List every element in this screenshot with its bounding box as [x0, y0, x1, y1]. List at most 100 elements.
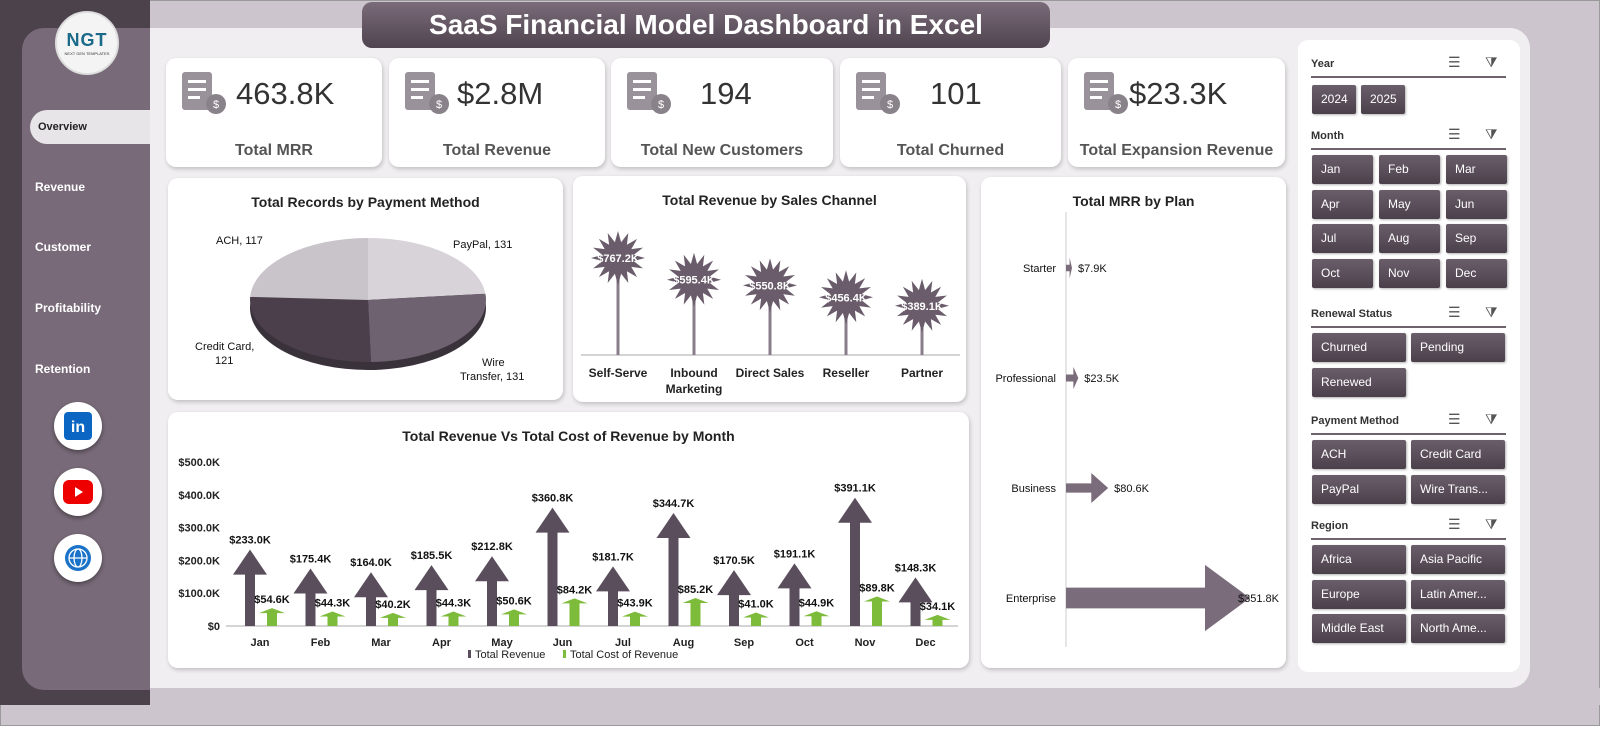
slicer-option[interactable]: Wire Trans...	[1411, 474, 1505, 504]
slicer-option[interactable]: Middle East	[1312, 614, 1406, 643]
revenue-data-label: $170.5K	[713, 555, 755, 567]
slicer-option[interactable]: Oct	[1312, 258, 1373, 288]
slicer-title: Renewal Status	[1311, 308, 1393, 320]
multi-select-icon[interactable]: ☰	[1448, 411, 1461, 427]
multi-select-icon[interactable]: ☰	[1448, 304, 1461, 320]
revenue-arrow-bar[interactable]	[414, 565, 449, 626]
cost-arrow-bar[interactable]	[319, 611, 346, 626]
channel-category-label: Reseller	[823, 366, 870, 380]
cost-arrow-bar[interactable]	[259, 608, 285, 626]
revenue-arrow-bar[interactable]	[656, 512, 691, 626]
plan-arrow-bar[interactable]	[1066, 473, 1109, 503]
channel-burst-mark[interactable]	[591, 231, 645, 285]
pie-slice[interactable]	[368, 293, 486, 362]
channel-burst-mark[interactable]	[895, 278, 949, 333]
slicer-title: Region	[1311, 520, 1349, 532]
clear-filter-icon[interactable]: ⧩	[1485, 516, 1498, 532]
slicer-option[interactable]: Apr	[1312, 189, 1373, 219]
revenue-arrow-bar[interactable]	[838, 497, 872, 626]
clear-filter-icon[interactable]: ⧩	[1485, 126, 1498, 142]
slicer-option[interactable]: PayPal	[1312, 474, 1406, 504]
plan-arrow-bar[interactable]	[1066, 257, 1072, 279]
revenue-cost-card: Total Revenue Vs Total Cost of Revenue b…	[168, 412, 969, 668]
slicer-option[interactable]: Jul	[1312, 224, 1373, 253]
cost-arrow-bar[interactable]	[803, 611, 830, 626]
channel-burst-mark[interactable]	[667, 252, 721, 307]
clear-filter-icon[interactable]: ⧩	[1485, 54, 1498, 70]
multi-select-icon[interactable]: ☰	[1448, 54, 1461, 70]
channel-burst-mark[interactable]	[819, 270, 873, 325]
plan-arrow-bar[interactable]	[1066, 366, 1079, 390]
kpi-card: $ $23.3K Total Expansion Revenue	[1068, 58, 1285, 167]
slicer-option[interactable]: May	[1379, 189, 1440, 219]
slicer-option[interactable]: Latin Amer...	[1411, 579, 1505, 609]
revenue-arrow-bar[interactable]	[535, 507, 570, 626]
slicer-option[interactable]: Nov	[1379, 258, 1440, 288]
slicer-option[interactable]: Pending	[1411, 333, 1505, 362]
logo: NGT NEXT GEN TEMPLATES	[55, 11, 119, 75]
revenue-arrow-bar[interactable]	[293, 568, 328, 626]
slicer-option[interactable]: Renewed	[1312, 367, 1406, 397]
kpi-label: Total New Customers	[640, 142, 804, 159]
cost-arrow-bar[interactable]	[501, 609, 527, 626]
cost-arrow-bar[interactable]	[864, 596, 890, 626]
slicer-option[interactable]: Credit Card	[1411, 440, 1505, 469]
nav-customer[interactable]: Customer	[35, 240, 92, 254]
slicer-title: Month	[1311, 130, 1344, 142]
channel-burst-mark[interactable]	[743, 258, 797, 313]
slicer-option[interactable]: 2024	[1312, 85, 1356, 114]
slicer-option[interactable]: Jan	[1312, 155, 1373, 184]
slicer-option[interactable]: Aug	[1379, 224, 1440, 253]
slicer-option[interactable]: Mar	[1446, 155, 1507, 184]
revenue-arrow-bar[interactable]	[717, 570, 751, 626]
revenue-arrow-bar[interactable]	[233, 549, 267, 626]
pie-slice[interactable]	[250, 238, 368, 300]
pie-slice[interactable]	[368, 238, 486, 300]
cost-arrow-bar[interactable]	[561, 598, 588, 626]
slicer-option[interactable]: Feb	[1379, 155, 1440, 184]
slicer-divider	[1311, 148, 1506, 150]
revenue-arrow-bar[interactable]	[898, 577, 933, 626]
slicer-option[interactable]: 2025	[1361, 85, 1405, 114]
website-button[interactable]	[54, 534, 102, 582]
slicer-option[interactable]: Asia Pacific	[1411, 545, 1505, 574]
slicer-option[interactable]: Europe	[1312, 579, 1406, 609]
channel-data-label: $595.4K	[673, 275, 715, 287]
cost-arrow-bar[interactable]	[743, 612, 769, 626]
cost-arrow-bar[interactable]	[924, 614, 951, 626]
revenue-arrow-bar[interactable]	[475, 556, 509, 626]
slicer-option[interactable]: Churned	[1312, 333, 1406, 362]
kpi-value: 463.8K	[236, 76, 335, 111]
nav-revenue[interactable]: Revenue	[35, 180, 86, 194]
clear-filter-icon[interactable]: ⧩	[1485, 304, 1498, 320]
slicer-option[interactable]: Jun	[1446, 189, 1507, 219]
multi-select-icon[interactable]: ☰	[1448, 516, 1461, 532]
youtube-button[interactable]	[54, 468, 102, 516]
clear-filter-icon[interactable]: ⧩	[1485, 411, 1498, 427]
revenue-arrow-bar[interactable]	[777, 563, 812, 626]
linkedin-button[interactable]: in	[54, 402, 102, 450]
slicer-option[interactable]: North Ame...	[1411, 614, 1505, 643]
nav-retention[interactable]: Retention	[35, 362, 91, 376]
multi-select-icon[interactable]: ☰	[1448, 126, 1461, 142]
nav-overview[interactable]: Overview	[30, 110, 150, 144]
revenue-arrow-bar[interactable]	[354, 572, 388, 626]
slicer-option[interactable]: Sep	[1446, 224, 1507, 253]
slicer-option[interactable]: Africa	[1312, 545, 1406, 574]
revenue-arrow-bar[interactable]	[596, 566, 630, 626]
revenue-data-label: $164.0K	[350, 557, 392, 569]
slicer-option[interactable]: Dec	[1446, 258, 1507, 288]
kpi-value: 101	[930, 76, 982, 111]
cost-arrow-bar[interactable]	[622, 611, 648, 626]
chart-title: Total MRR by Plan	[1072, 193, 1195, 209]
pie-slice[interactable]	[250, 296, 371, 362]
cost-data-label: $84.2K	[557, 584, 593, 596]
slicer-divider	[1311, 326, 1506, 328]
cost-arrow-bar[interactable]	[440, 611, 467, 626]
coins-growth-icon: $	[1078, 66, 1130, 118]
cost-arrow-bar[interactable]	[682, 598, 709, 626]
plan-arrow-bar[interactable]	[1066, 564, 1250, 632]
cost-arrow-bar[interactable]	[380, 612, 406, 626]
nav-profitability[interactable]: Profitability	[35, 301, 102, 315]
slicer-option[interactable]: ACH	[1312, 440, 1406, 469]
